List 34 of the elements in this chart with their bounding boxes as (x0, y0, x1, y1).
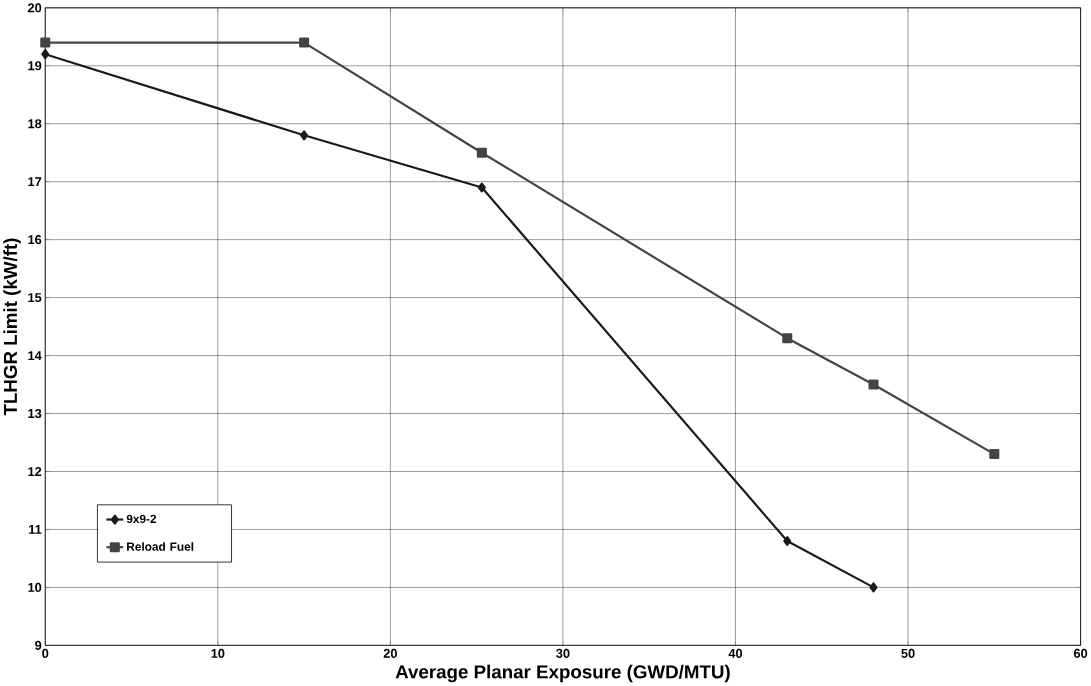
y-tick-label: 18 (28, 119, 42, 129)
y-tick-label: 9 (35, 641, 42, 651)
legend-label: Reload Fuel (127, 542, 194, 552)
point (782, 333, 793, 344)
point (869, 582, 878, 593)
x-tick-label: 60 (1073, 649, 1088, 659)
point (300, 130, 309, 141)
x-tick-label: 20 (383, 649, 397, 659)
legend-label: 9x9-2 (126, 514, 157, 524)
point (477, 182, 486, 193)
x-tick-label: 0 (42, 649, 49, 659)
y-axis-title: TLHGR Limit (kW/ft) (3, 238, 21, 416)
x-tick-label: 30 (556, 649, 570, 659)
y-tick-label: 10 (28, 583, 42, 593)
y-tick-label: 15 (28, 293, 42, 303)
y-tick-label: 14 (28, 351, 42, 361)
y-tick-label: 12 (28, 467, 42, 477)
point (40, 37, 51, 48)
x-tick-label: 10 (211, 649, 225, 659)
point (989, 449, 1000, 460)
x-axis-title: Average Planar Exposure (GWD/MTU) (395, 664, 730, 683)
point (868, 379, 879, 390)
point (476, 147, 487, 158)
y-tick-label: 13 (28, 409, 42, 419)
point (41, 49, 50, 60)
y-tick-label: 20 (27, 3, 42, 13)
y-tick-label: 19 (28, 61, 42, 71)
point (299, 37, 310, 48)
point (783, 536, 792, 547)
y-tick-label: 11 (29, 525, 42, 535)
y-tick-label: 16 (28, 235, 42, 245)
y-tick-label: 17 (28, 177, 42, 187)
x-tick-label: 50 (901, 649, 915, 659)
x-tick-label: 40 (728, 649, 743, 659)
